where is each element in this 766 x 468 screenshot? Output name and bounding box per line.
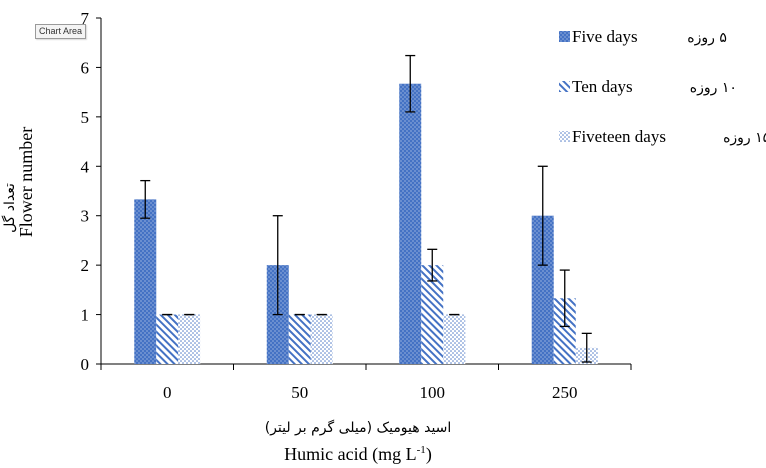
x-axis-label-main: Humic acid (mg L	[284, 444, 416, 465]
x-axis-label-end: )	[426, 444, 432, 465]
bar-diagonal-50	[288, 314, 311, 364]
legend-item-dots-sparse: Fiveteen days ۱۵ روزه	[559, 127, 766, 146]
x-axis-label: Humic acid (mg L-1)	[284, 444, 432, 465]
bar-dots-dense-250	[531, 215, 554, 364]
bar-diagonal-100	[421, 265, 444, 364]
x-tick-label: 250	[552, 383, 578, 402]
bars	[134, 83, 598, 365]
x-axis-ticks: 0 50 100 250	[100, 364, 632, 402]
bar-dots-dense-0	[134, 199, 157, 364]
x-axis-label-persian: اسید هیومیک (میلی گرم بر لیتر)	[265, 419, 452, 436]
chart-area-tooltip: Chart Area	[35, 24, 87, 39]
x-tick-label: 100	[420, 383, 446, 402]
legend-item-dots-dense: Five days ۵ روزه	[559, 27, 727, 46]
legend: Five days ۵ روزه Ten days ۱۰ روزه Fiveteen d…	[559, 27, 766, 146]
y-tick-label: 7	[81, 9, 90, 28]
y-axis-label-persian: تعداد گل	[1, 183, 18, 233]
legend-swatch	[559, 81, 570, 92]
legend-swatch	[559, 31, 570, 42]
bar-diagonal-250	[553, 298, 576, 364]
legend-label-persian: ۱۵ روزه	[723, 130, 766, 146]
bar-diagonal-0	[156, 314, 179, 364]
y-tick-label: 6	[81, 58, 90, 77]
legend-label-persian: ۱۰ روزه	[690, 80, 737, 96]
y-axis-ticks: 0 1 2 3 4 5 6 7	[81, 9, 101, 374]
y-tick-label: 2	[81, 256, 90, 275]
plot-area: 0 1 2 3 4 5 6 7 0 50 100 250	[81, 9, 632, 402]
y-tick-label: 0	[81, 355, 90, 374]
y-tick-label: 3	[81, 207, 90, 226]
legend-label-persian: ۵ روزه	[687, 30, 727, 46]
legend-label: Ten days	[572, 77, 633, 96]
bar-dots-sparse-50	[310, 314, 333, 364]
legend-label: Five days	[572, 27, 638, 46]
y-tick-label: 1	[81, 306, 90, 325]
y-axis-label: Flower number	[16, 127, 36, 237]
x-tick-label: 50	[291, 383, 308, 402]
x-tick-label: 0	[163, 383, 172, 402]
bar-dots-dense-100	[399, 83, 422, 365]
legend-item-diagonal: Ten days ۱۰ روزه	[559, 77, 737, 96]
bar-dots-sparse-100	[443, 314, 466, 364]
legend-swatch	[559, 131, 570, 142]
y-tick-label: 5	[81, 108, 90, 127]
y-tick-label: 4	[81, 157, 90, 176]
error-bars	[140, 54, 592, 363]
x-axis-label-superscript: -1	[417, 444, 426, 456]
legend-label: Fiveteen days	[572, 127, 666, 146]
bar-dots-sparse-0	[178, 314, 201, 364]
